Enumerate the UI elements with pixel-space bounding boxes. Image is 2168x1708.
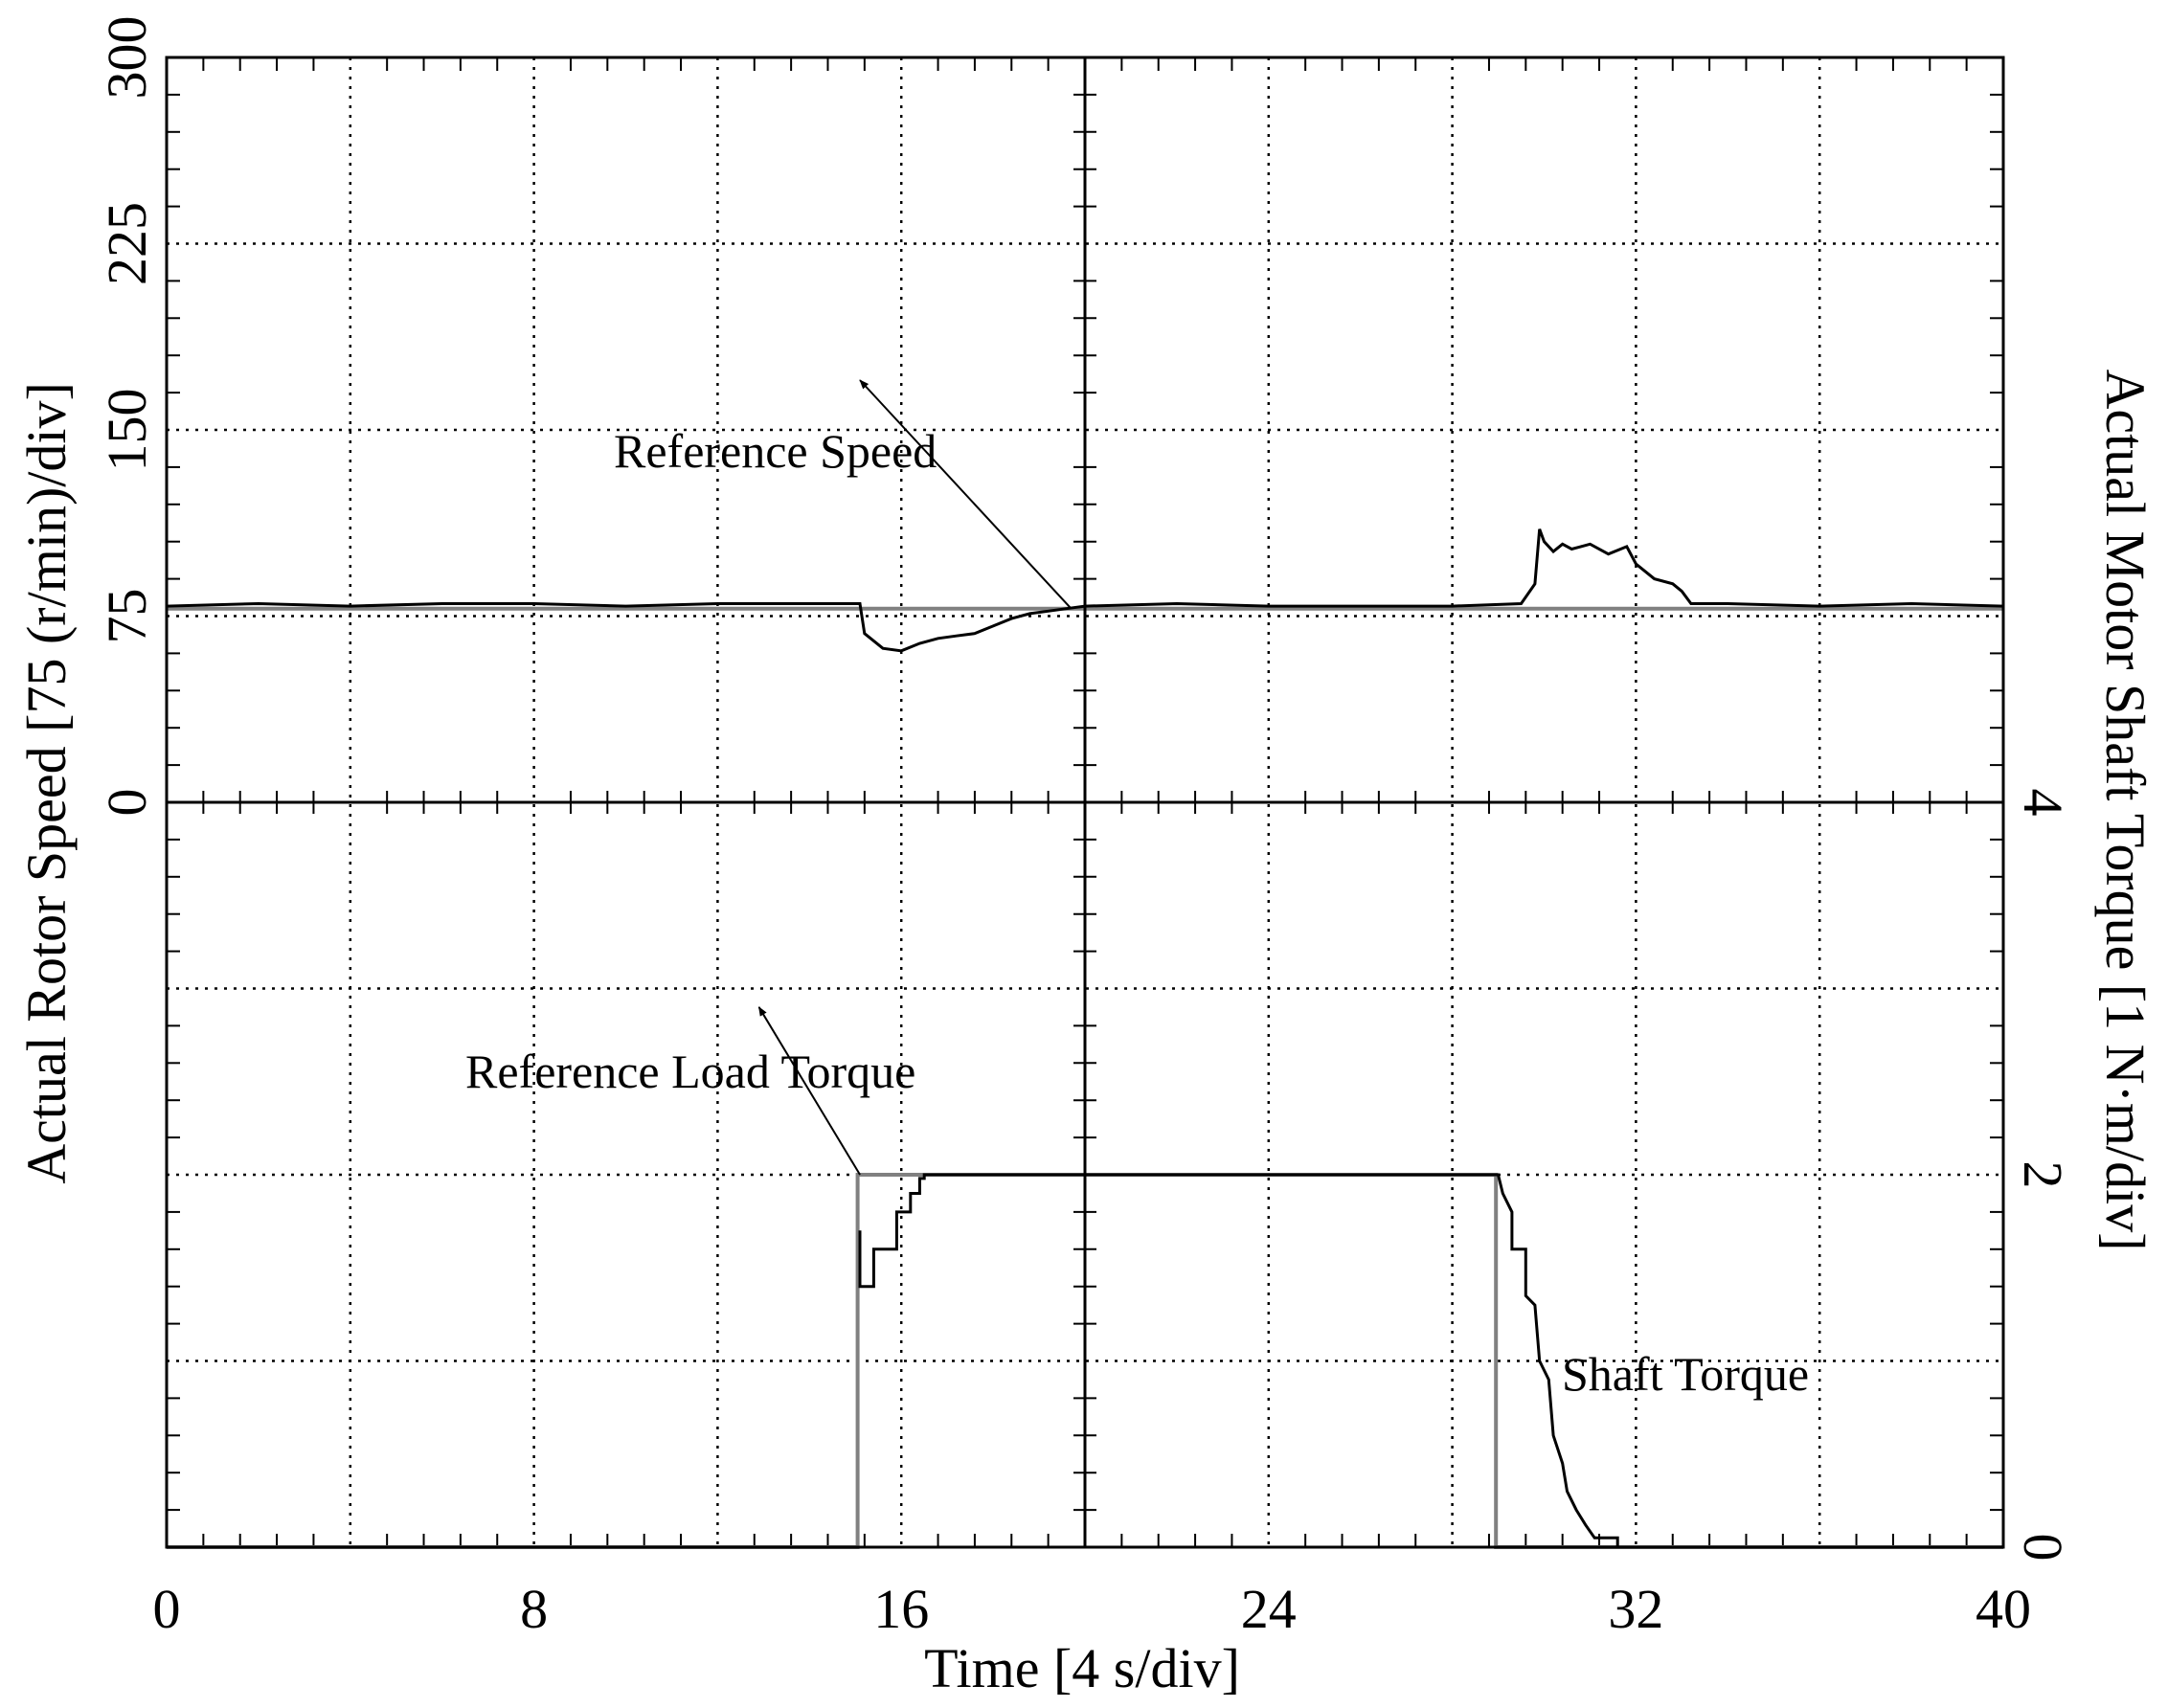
torque-measured-line (858, 1173, 1619, 1547)
x-tick-label: 24 (1241, 1578, 1297, 1640)
y-axis-title-left: Actual Rotor Speed [75 (r/min)/div] (15, 382, 78, 1184)
annotation-reference-speed: Reference Speed (614, 424, 937, 478)
y-tick-label-right: 4 (2012, 789, 2074, 817)
y-tick-label-left: 300 (96, 16, 158, 100)
y-tick-label-left: 225 (96, 202, 158, 285)
y-tick-label-left: 0 (96, 789, 158, 817)
x-tick-label: 0 (153, 1578, 181, 1640)
y-axis-title-right: Actual Motor Shaft Torque [1 N·m/div] (2094, 369, 2157, 1250)
annotation-shaft-torque: Shaft Torque (1562, 1347, 1809, 1401)
x-tick-label: 40 (1976, 1578, 2031, 1640)
y-tick-label-left: 150 (96, 389, 158, 472)
annotation-arrow-reference-load-torque (757, 1006, 861, 1176)
y-tick-label-left: 75 (96, 589, 158, 644)
x-tick-label: 32 (1608, 1578, 1663, 1640)
x-tick-label: 16 (873, 1578, 929, 1640)
speed-measured-line (166, 528, 2004, 653)
x-axis-title: Time [4 s/div] (924, 1637, 1240, 1699)
x-tick-label: 8 (520, 1578, 548, 1640)
y-tick-label-right: 2 (2012, 1161, 2074, 1189)
y-tick-label-right: 0 (2012, 1534, 2074, 1562)
plot-frame (165, 56, 2005, 1549)
annotation-reference-load-torque: Reference Load Torque (465, 1045, 915, 1098)
annotation-arrow-reference-speed (859, 379, 1073, 610)
annotations: Reference Speed Reference Load Torque Sh… (465, 379, 1809, 1401)
